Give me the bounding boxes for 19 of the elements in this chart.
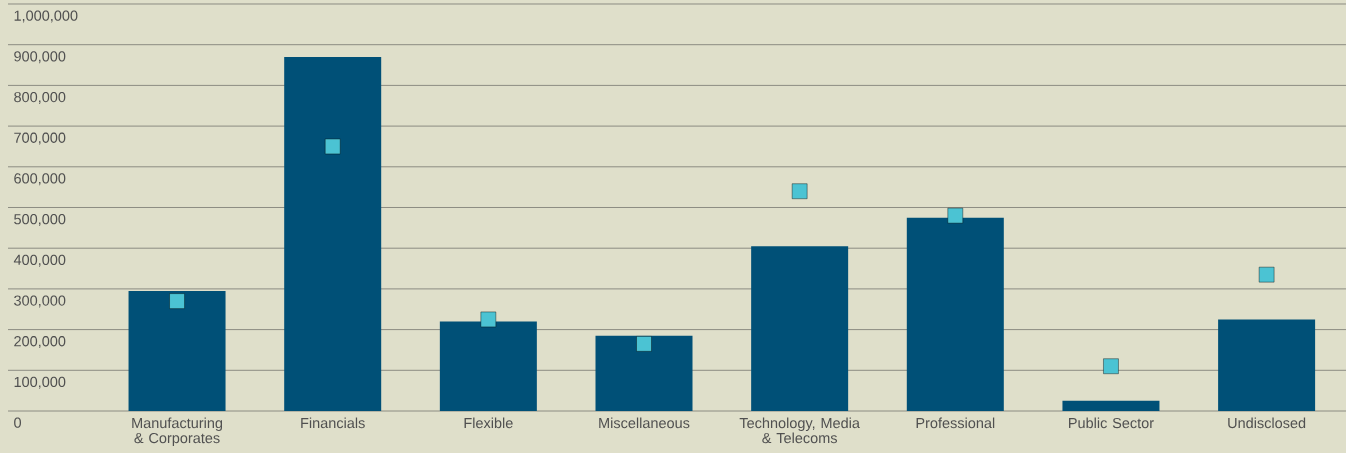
x-tick-label: Flexible xyxy=(464,417,513,429)
y-tick-label: 800,000 xyxy=(14,91,66,104)
y-tick-label: 0 xyxy=(14,417,22,428)
y-tick-label: 600,000 xyxy=(14,173,66,186)
x-tick-label: Manufacturing & Corporates xyxy=(132,417,223,447)
y-tick-label: 200,000 xyxy=(14,336,66,349)
x-tick-label: Miscellaneous xyxy=(599,417,690,429)
x-tick-label: Professional xyxy=(916,417,995,429)
x-tick-label: Public Sector xyxy=(1069,417,1154,429)
y-tick-label: 1,000,000 xyxy=(14,10,78,23)
y-tick-label: 900,000 xyxy=(14,51,66,64)
x-tick-label: Undisclosed xyxy=(1228,417,1306,429)
y-tick-label: 500,000 xyxy=(14,214,66,226)
y-tick-label: 400,000 xyxy=(13,254,66,267)
y-tick-label: 300,000 xyxy=(14,295,66,308)
x-tick-label: Financials xyxy=(301,417,365,429)
x-tick-label: Technology, Media & Telecoms xyxy=(739,417,860,444)
y-tick-label: 700,000 xyxy=(14,132,66,145)
y-tick-label: 100,000 xyxy=(14,376,66,389)
